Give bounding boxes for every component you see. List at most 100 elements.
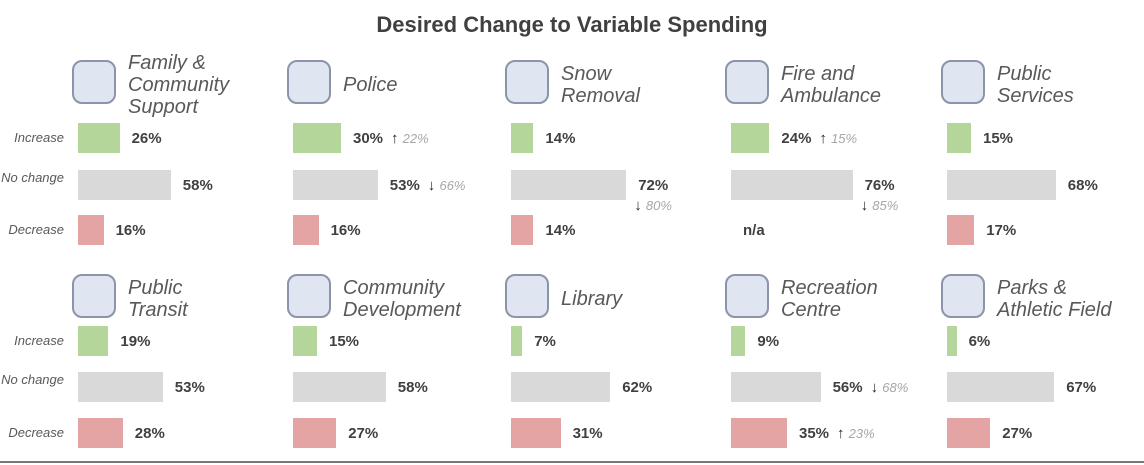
value-label: 53%	[174, 379, 205, 396]
previous-change: ↓ 66%	[428, 177, 466, 194]
panel-title: Community	[343, 277, 445, 299]
value-label: 72%	[638, 177, 669, 194]
panel-title: Athletic Field	[997, 299, 1112, 321]
panel-title: Community	[128, 74, 230, 96]
change-arrow: ↓	[870, 379, 883, 396]
category-label: Increase	[14, 130, 64, 145]
panel-title: Public	[997, 63, 1052, 85]
bar	[947, 418, 991, 448]
previous-change: ↓ 80%	[634, 197, 672, 214]
value-label: 53%	[389, 177, 420, 194]
panel-icon	[725, 274, 769, 318]
value-label: 76%	[864, 177, 895, 194]
panel-icon	[287, 60, 331, 104]
panel-icon	[941, 60, 985, 104]
panel-title: Development	[343, 299, 461, 321]
value-label: 19%	[120, 333, 151, 350]
panel-icon	[72, 274, 116, 318]
value-label: 27%	[1002, 425, 1033, 442]
bar	[947, 215, 975, 245]
value-label: 16%	[115, 222, 146, 239]
previous-change: ↑ 23%	[837, 425, 875, 442]
value-label: 28%	[134, 425, 165, 442]
category-label: Decrease	[8, 425, 64, 440]
bar	[78, 372, 163, 402]
panel-title: Parks &	[997, 277, 1068, 299]
bar	[511, 123, 534, 153]
bar	[511, 418, 561, 448]
value-label: n/a	[743, 222, 765, 239]
previous-label: 22%	[402, 131, 429, 146]
category-label: Decrease	[8, 222, 64, 237]
previous-label: 80%	[645, 198, 672, 213]
previous-change: ↑ 22%	[391, 130, 429, 147]
panel-title: Removal	[561, 85, 640, 107]
panel-title: Fire and	[781, 63, 855, 85]
panel-title: Centre	[781, 299, 842, 321]
bar	[947, 372, 1055, 402]
change-arrow: ↑	[819, 130, 832, 147]
bar	[947, 326, 957, 356]
value-label: 58%	[397, 379, 428, 396]
value-label: 16%	[330, 222, 361, 239]
change-arrow: ↓	[860, 197, 873, 214]
value-label: 6%	[968, 333, 991, 350]
bar	[78, 170, 171, 200]
bar	[78, 418, 123, 448]
panel-icon	[941, 274, 985, 318]
panel-title: Snow	[561, 63, 612, 85]
previous-label: 23%	[848, 426, 875, 441]
bar	[293, 326, 317, 356]
value-label: 14%	[545, 222, 576, 239]
value-label: 17%	[986, 222, 1017, 239]
panel-icon	[505, 60, 549, 104]
bar	[293, 418, 337, 448]
panel-icon	[505, 274, 549, 318]
panel-icon	[725, 60, 769, 104]
panel-title: Public	[128, 277, 183, 299]
chart-title: Desired Change to Variable Spending	[376, 12, 768, 37]
bar	[731, 372, 821, 402]
value-label: 35%	[799, 425, 830, 442]
change-arrow: ↓	[634, 197, 646, 214]
previous-label: 15%	[831, 131, 858, 146]
panel-title: Services	[997, 85, 1074, 107]
change-arrow: ↑	[391, 130, 403, 147]
previous-label: 68%	[882, 380, 909, 395]
panel-title: Library	[561, 288, 623, 310]
bar	[78, 215, 104, 245]
value-label: 15%	[983, 130, 1014, 147]
bar	[293, 123, 341, 153]
value-label: 31%	[572, 425, 603, 442]
change-arrow: ↓	[427, 177, 440, 194]
bar	[511, 372, 611, 402]
value-label: 56%	[832, 379, 863, 396]
category-label: Increase	[14, 333, 64, 348]
change-arrow: ↑	[837, 425, 849, 442]
panel-title: Recreation	[781, 277, 878, 299]
bar	[947, 123, 971, 153]
value-label: 27%	[348, 425, 379, 442]
bar	[293, 372, 386, 402]
value-label: 15%	[329, 333, 360, 350]
bar	[731, 418, 787, 448]
value-label: 30%	[353, 130, 384, 147]
panel-title: Transit	[128, 299, 188, 321]
value-label: 7%	[534, 333, 556, 350]
category-label: No change	[1, 372, 64, 387]
panel-title: Support	[128, 96, 199, 118]
bar	[78, 326, 109, 356]
value-label: 67%	[1066, 379, 1097, 396]
bar	[511, 170, 627, 200]
panel-title: Family &	[128, 52, 206, 74]
panel-icon	[287, 274, 331, 318]
value-label: 14%	[545, 130, 576, 147]
bottom-border	[0, 461, 1144, 463]
previous-change: ↑ 15%	[819, 130, 857, 147]
bar	[731, 170, 853, 200]
panel-title: Police	[343, 74, 398, 96]
bar	[731, 123, 770, 153]
bar	[731, 326, 746, 356]
value-label: 58%	[182, 177, 213, 194]
